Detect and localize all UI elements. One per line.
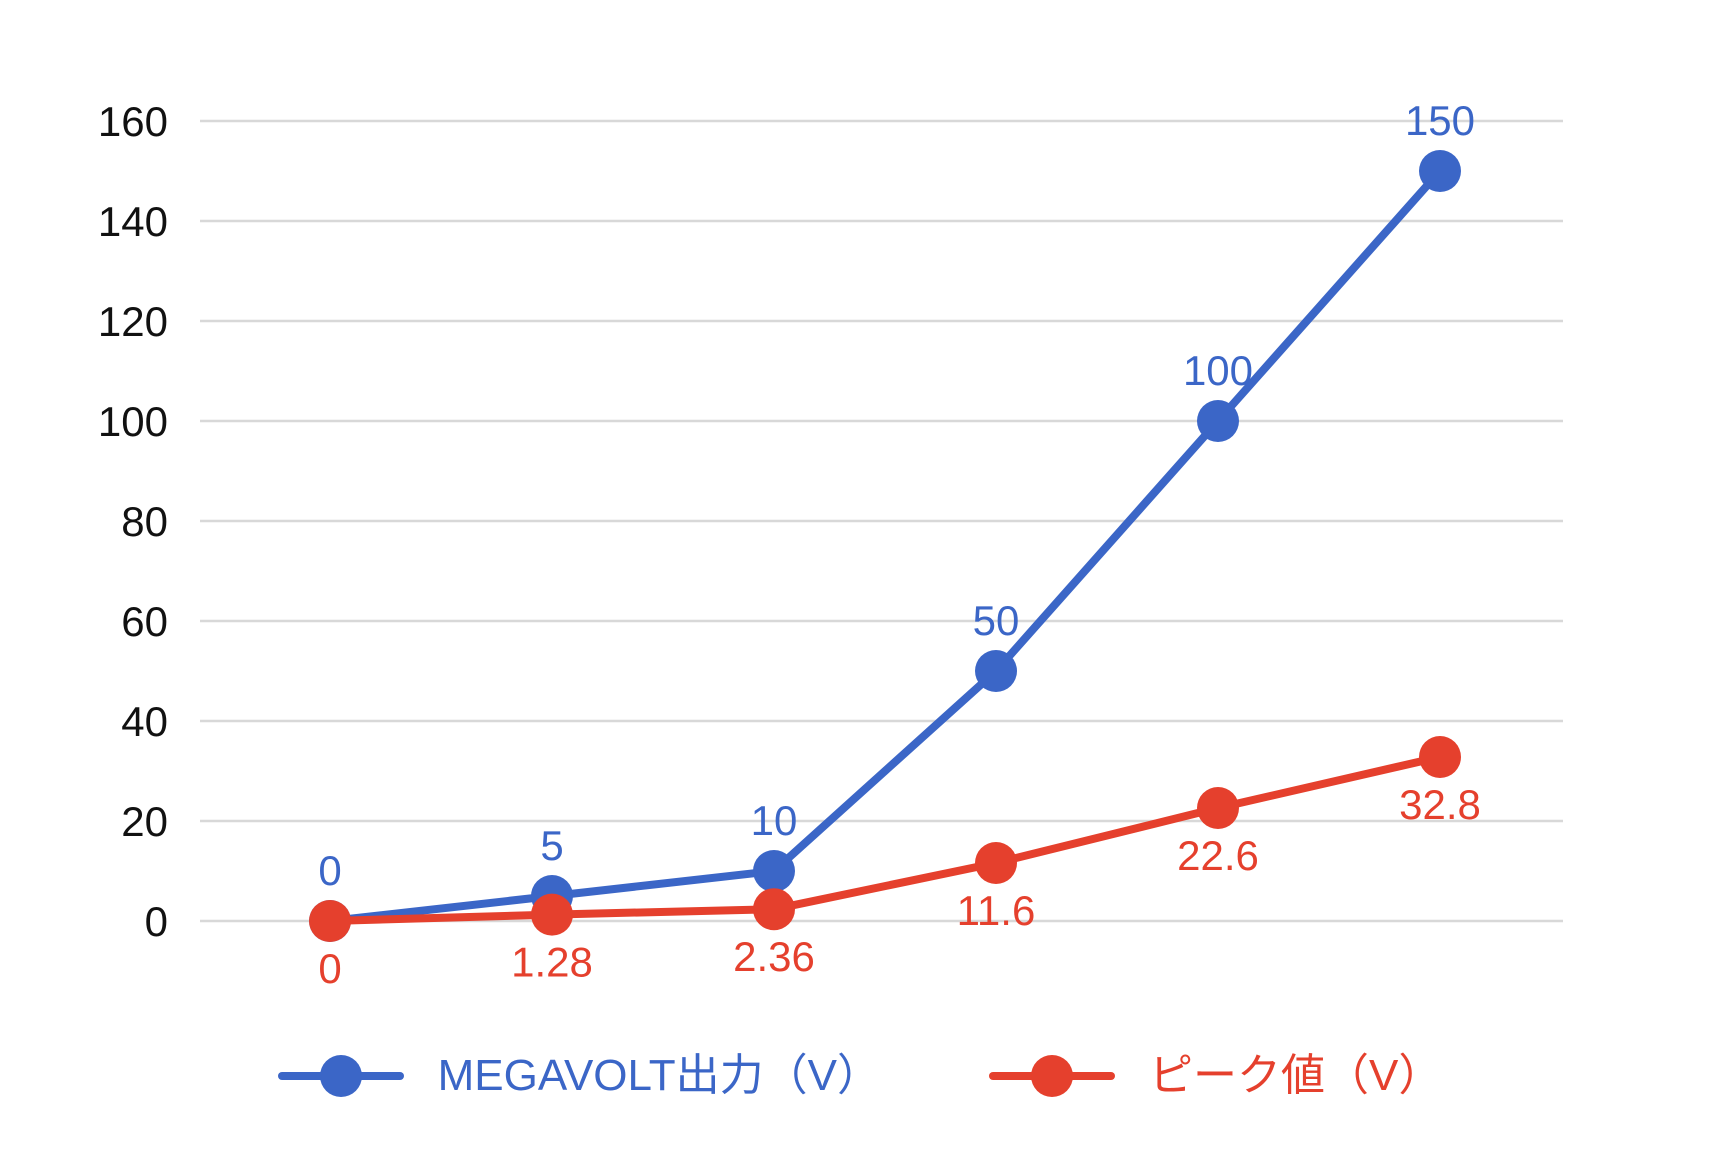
y-axis-tick-label: 100 [98,398,168,445]
legend-dot-icon [1030,1055,1073,1097]
data-point-marker [1419,150,1461,192]
y-axis-tick-label: 80 [121,498,168,545]
y-axis-tick-label: 0 [145,898,168,945]
data-point-marker [975,842,1017,884]
data-point-label: 0 [318,847,341,894]
data-point-marker [753,850,795,892]
chart-legend: MEGAVOLT出力（V） ピーク値（V） [0,1053,1720,1099]
data-point-marker [309,900,351,942]
data-point-label: 100 [1183,347,1253,394]
series-line-0 [329,168,1443,925]
data-point-label: 1.28 [511,939,593,986]
data-point-label: 0 [318,945,341,992]
data-point-label: 22.6 [1177,832,1259,879]
data-point-label: 150 [1405,97,1475,144]
data-point-marker [753,888,795,931]
data-point-marker [975,650,1017,692]
data-point-label: 50 [973,597,1020,644]
series-line-1 [329,753,1441,925]
y-axis-tick-label: 60 [121,598,168,645]
data-point-label: 32.8 [1399,781,1481,828]
data-point-marker [1197,400,1239,442]
legend-label-megavolt-output: MEGAVOLT出力（V） [437,1051,881,1100]
y-axis-tick-label: 40 [121,698,168,745]
data-point-label: 10 [751,797,798,844]
legend-item-peak-value: ピーク値（V） [988,1051,1443,1100]
data-point-marker [1419,736,1461,778]
legend-item-megavolt-output: MEGAVOLT出力（V） [277,1051,881,1100]
y-axis-tick-label: 140 [98,198,168,245]
legend-dot-icon [319,1055,362,1097]
y-axis-tick-label: 20 [121,798,168,845]
data-point-marker [1197,787,1239,829]
data-point-label: 2.36 [733,933,815,980]
legend-label-peak-value: ピーク値（V） [1148,1051,1443,1100]
y-axis-tick-label: 160 [98,98,168,145]
data-point-label: 11.6 [957,887,1036,934]
data-point-label: 5 [540,822,563,869]
y-axis-tick-label: 120 [98,298,168,345]
legend-line-dot-marker-blue [277,1053,404,1099]
data-point-marker [531,893,573,936]
legend-line-dot-marker-red [988,1053,1115,1099]
